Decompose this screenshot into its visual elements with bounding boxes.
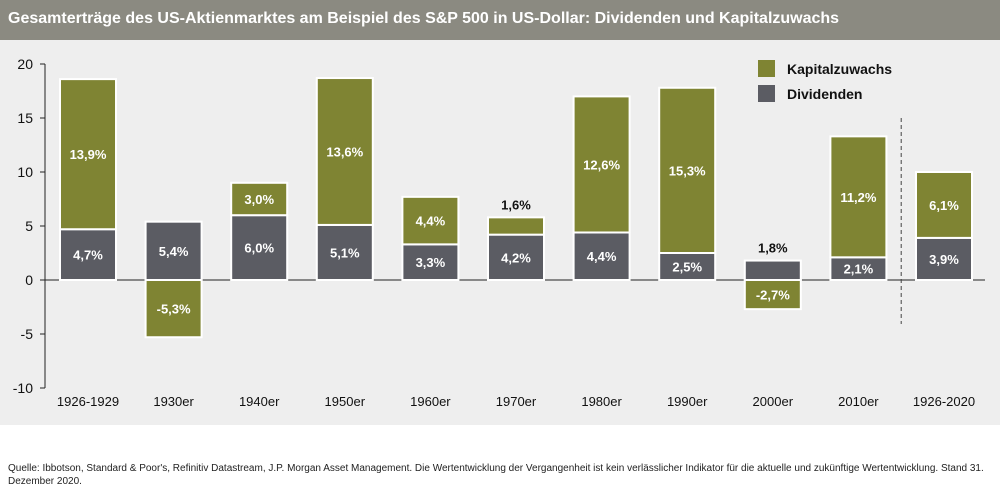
- bar-kapitalzuwachs: [401, 195, 460, 246]
- source-note: Quelle: Ibbotson, Standard & Poor's, Ref…: [8, 463, 984, 487]
- bar-kapitalzuwachs: [572, 95, 631, 234]
- chart-panel: -10 -5 0 5 10 15 20 4,7% 13,9% 1926-1929 5,4% -5,3%…: [0, 40, 1000, 425]
- bar-kapitalzuwachs: [59, 78, 117, 231]
- bar-kapitalzuwachs: [743, 279, 802, 311]
- y-tick-label: 0: [25, 272, 33, 288]
- data-label-dividenden: 4,2%: [501, 250, 531, 265]
- y-tick-label: -5: [21, 326, 34, 342]
- bar-kapitalzuwachs: [144, 279, 203, 339]
- data-label-kapitalzuwachs: 15,3%: [669, 163, 706, 178]
- bar-kapitalzuwachs: [915, 171, 973, 239]
- data-label-dividenden: 6,0%: [244, 241, 274, 256]
- bar-dividenden: [915, 236, 973, 282]
- data-label-dividenden: 5,1%: [330, 245, 360, 260]
- y-tick-label: 20: [17, 56, 33, 72]
- data-label-total: 1,8%: [758, 241, 788, 256]
- x-tick-label: 1960er: [410, 394, 451, 409]
- data-label-dividenden: 2,5%: [672, 260, 702, 275]
- data-label-kapitalzuwachs: 12,6%: [583, 157, 620, 172]
- x-tick-label: 2000er: [753, 394, 794, 409]
- data-label-dividenden: 4,4%: [587, 249, 617, 264]
- data-label-dividenden: 4,7%: [73, 248, 103, 263]
- y-tick-label: 10: [17, 164, 33, 180]
- bar-kapitalzuwachs: [315, 77, 374, 226]
- data-label-kapitalzuwachs: 11,2%: [840, 190, 877, 205]
- data-label-kapitalzuwachs: 3,0%: [244, 192, 274, 207]
- x-tick-label: 2010er: [838, 394, 879, 409]
- legend-label-dividenden: Dividenden: [787, 86, 862, 102]
- data-label-kapitalzuwachs: 4,4%: [416, 214, 446, 229]
- x-tick-label: 1930er: [153, 394, 194, 409]
- bar-dividenden: [401, 243, 460, 281]
- x-tick-label: 1950er: [325, 394, 366, 409]
- y-tick-label: -10: [13, 380, 33, 396]
- bar-kapitalzuwachs: [829, 135, 888, 259]
- x-tick-label: 1980er: [581, 394, 622, 409]
- data-label-kapitalzuwachs: 6,1%: [929, 198, 959, 213]
- data-label-kapitalzuwachs: 13,6%: [326, 144, 363, 159]
- legend-label-kapitalzuwachs: Kapitalzuwachs: [787, 61, 892, 77]
- data-label-dividenden: 5,4%: [159, 244, 189, 259]
- legend-swatch-kapitalzuwachs: [758, 60, 775, 77]
- bar-kapitalzuwachs: [658, 86, 717, 255]
- stacked-bar-chart: -10 -5 0 5 10 15 20 4,7% 13,9% 1926-1929 5,4% -5,3%…: [13, 56, 985, 409]
- y-tick-label: 5: [25, 218, 33, 234]
- x-tick-label: 1970er: [496, 394, 537, 409]
- y-tick-label: 15: [17, 110, 33, 126]
- x-tick-label: 1990er: [667, 394, 708, 409]
- bar-kapitalzuwachs: [487, 216, 545, 236]
- data-label-kapitalzuwachs: 13,9%: [70, 147, 107, 162]
- data-label-dividenden: 3,9%: [929, 252, 959, 267]
- data-label-kapitalzuwachs: -5,3%: [157, 302, 191, 317]
- x-tick-label: 1940er: [239, 394, 280, 409]
- bar-dividenden: [572, 231, 631, 281]
- legend-swatch-dividenden: [758, 85, 775, 102]
- x-tick-label: 1926-2020: [913, 394, 975, 409]
- bar-kapitalzuwachs: [230, 181, 289, 217]
- chart-title: Gesamterträge des US-Aktienmarktes am Be…: [0, 0, 1000, 40]
- data-label-dividenden: 2,1%: [844, 262, 874, 277]
- bar-dividenden: [743, 259, 802, 281]
- data-label-kapitalzuwachs: -2,7%: [756, 288, 790, 303]
- x-tick-label: 1926-1929: [57, 394, 119, 409]
- data-label-dividenden: 3,3%: [416, 255, 446, 270]
- data-label-total: 1,6%: [501, 197, 531, 212]
